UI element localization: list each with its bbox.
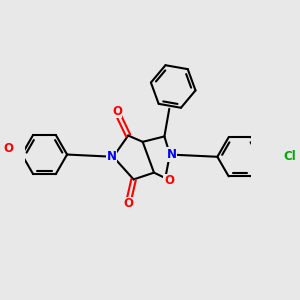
Text: O: O xyxy=(3,142,13,155)
Text: Cl: Cl xyxy=(284,150,296,163)
Text: N: N xyxy=(106,150,116,163)
Text: O: O xyxy=(164,174,174,187)
Text: N: N xyxy=(167,148,177,161)
Text: O: O xyxy=(123,197,133,210)
Text: O: O xyxy=(112,105,122,118)
